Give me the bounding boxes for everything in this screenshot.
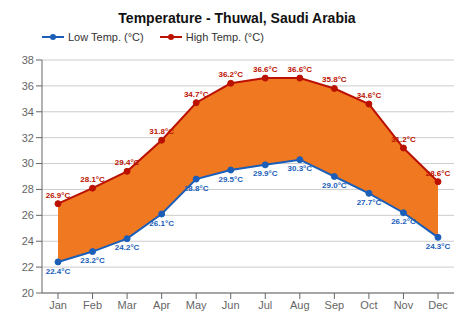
svg-text:26: 26 bbox=[22, 209, 34, 221]
svg-text:29.9°C: 29.9°C bbox=[253, 169, 278, 178]
svg-text:Sep: Sep bbox=[325, 299, 345, 311]
svg-text:34.7°C: 34.7°C bbox=[184, 90, 209, 99]
html-text:Low Temp. (°C): Low Temp. (°C) bbox=[68, 31, 144, 43]
svg-text:Oct: Oct bbox=[360, 299, 377, 311]
svg-text:24.3°C: 24.3°C bbox=[426, 242, 451, 251]
html-text:High Temp. (°C): High Temp. (°C) bbox=[185, 31, 264, 43]
svg-text:Mar: Mar bbox=[118, 299, 137, 311]
svg-text:May: May bbox=[186, 299, 207, 311]
svg-text:Apr: Apr bbox=[153, 299, 170, 311]
svg-text:34: 34 bbox=[22, 106, 34, 118]
svg-text:24.2°C: 24.2°C bbox=[115, 243, 140, 252]
svg-text:36.6°C: 36.6°C bbox=[288, 65, 313, 74]
svg-text:Jan: Jan bbox=[49, 299, 67, 311]
html-text:Temperature - Thuwal, Saudi Ar: Temperature - Thuwal, Saudi Arabia bbox=[118, 10, 356, 26]
svg-text:29.5°C: 29.5°C bbox=[218, 175, 243, 184]
svg-text:27.7°C: 27.7°C bbox=[357, 198, 382, 207]
svg-text:22: 22 bbox=[22, 261, 34, 273]
svg-text:35.8°C: 35.8°C bbox=[322, 75, 347, 84]
svg-text:Jul: Jul bbox=[258, 299, 272, 311]
svg-text:31.2°C: 31.2°C bbox=[391, 135, 416, 144]
svg-text:32: 32 bbox=[22, 132, 34, 144]
svg-text:31.8°C: 31.8°C bbox=[149, 127, 174, 136]
svg-text:26.1°C: 26.1°C bbox=[149, 219, 174, 228]
svg-text:36.2°C: 36.2°C bbox=[218, 70, 243, 79]
svg-text:Nov: Nov bbox=[394, 299, 414, 311]
svg-text:34.6°C: 34.6°C bbox=[357, 91, 382, 100]
svg-text:36.6°C: 36.6°C bbox=[253, 65, 278, 74]
svg-text:Feb: Feb bbox=[83, 299, 102, 311]
svg-text:Dec: Dec bbox=[428, 299, 448, 311]
svg-text:24: 24 bbox=[22, 235, 34, 247]
svg-text:29.4°C: 29.4°C bbox=[115, 158, 140, 167]
svg-text:28: 28 bbox=[22, 183, 34, 195]
svg-text:26.9°C: 26.9°C bbox=[46, 191, 71, 200]
svg-text:36: 36 bbox=[22, 80, 34, 92]
svg-text:26.2°C: 26.2°C bbox=[391, 217, 416, 226]
svg-text:20: 20 bbox=[22, 287, 34, 299]
svg-text:Jun: Jun bbox=[222, 299, 240, 311]
svg-text:22.4°C: 22.4°C bbox=[46, 267, 71, 276]
svg-text:30: 30 bbox=[22, 157, 34, 169]
svg-text:28.8°C: 28.8°C bbox=[184, 184, 209, 193]
svg-text:29.0°C: 29.0°C bbox=[322, 181, 347, 190]
svg-text:28.1°C: 28.1°C bbox=[80, 175, 105, 184]
svg-text:30.3°C: 30.3°C bbox=[288, 164, 313, 173]
svg-text:28.6°C: 28.6°C bbox=[426, 169, 451, 178]
svg-text:Aug: Aug bbox=[290, 299, 310, 311]
svg-text:23.2°C: 23.2°C bbox=[80, 256, 105, 265]
svg-text:38: 38 bbox=[22, 54, 34, 66]
